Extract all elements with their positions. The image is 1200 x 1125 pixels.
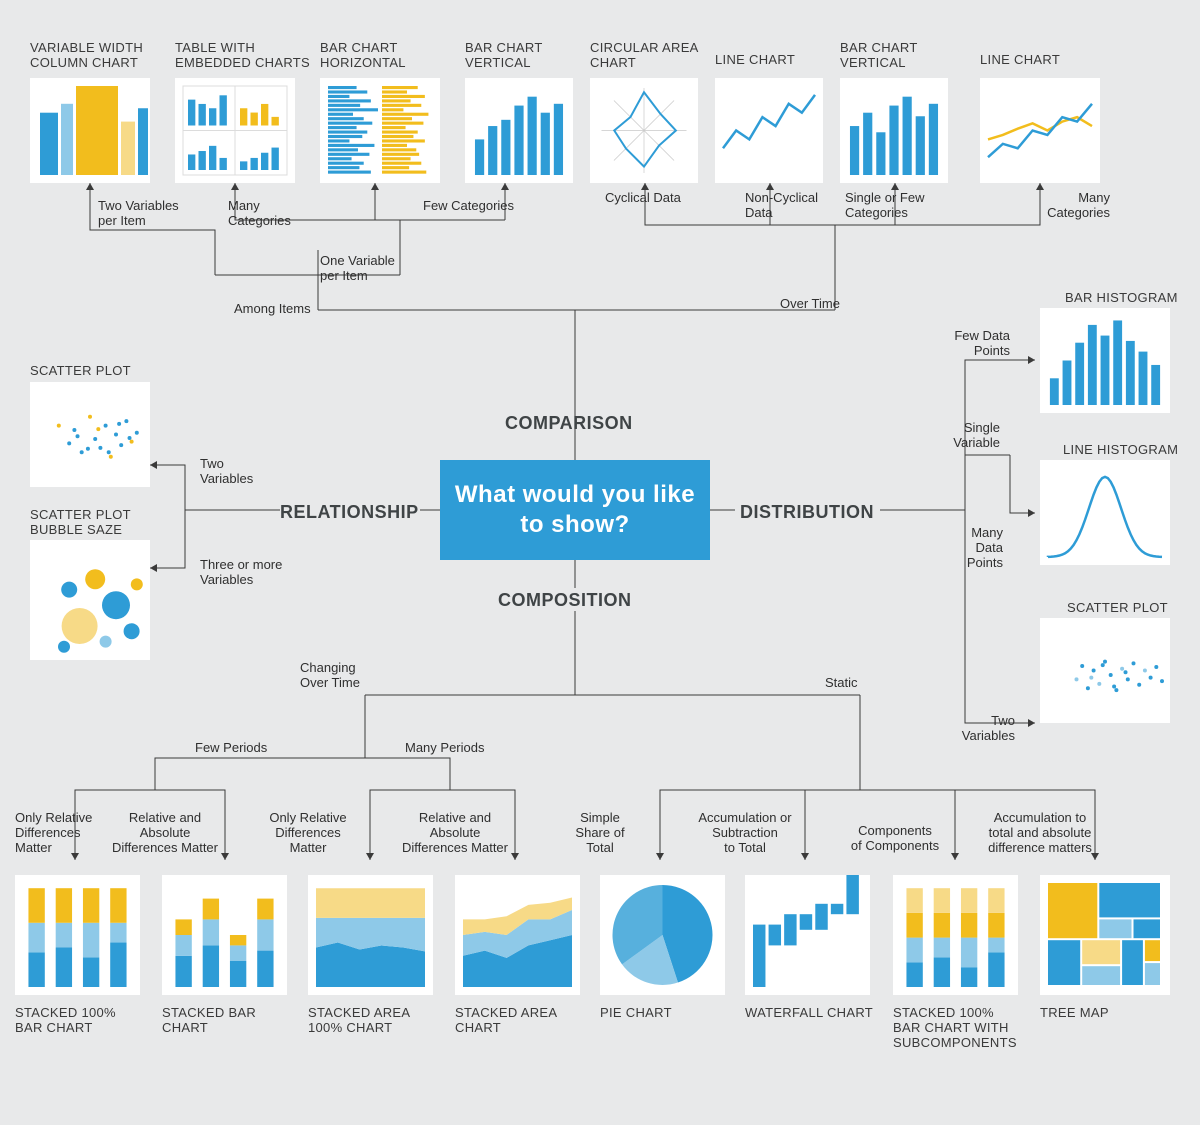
edge-label: Static (825, 675, 858, 690)
category-distribution: DISTRIBUTION (740, 502, 874, 523)
thumb-title-table_embedded: TABLE WITH EMBEDDED CHARTS (175, 40, 310, 70)
thumb-title-scatter_a: SCATTER PLOT (30, 363, 131, 378)
thumb-title-scatter_bubble: SCATTER PLOT BUBBLE SAZE (30, 507, 131, 537)
thumb-title-pie: PIE CHART (600, 1005, 672, 1020)
thumb-title-stacked_area100: STACKED AREA 100% CHART (308, 1005, 410, 1035)
edge-label: One Variable per Item (320, 253, 395, 283)
thumb-title-stacked100_sub: STACKED 100% BAR CHART WITH SUBCOMPONENT… (893, 1005, 1017, 1050)
edge-label: Cyclical Data (605, 190, 681, 205)
edge-label: Two Variables per Item (98, 198, 179, 228)
edge-label: Only Relative Differences Matter (269, 810, 346, 855)
category-relationship: RELATIONSHIP (280, 502, 419, 523)
thumb-stacked100_bar (15, 875, 140, 995)
thumb-title-line_a: LINE CHART (715, 52, 795, 67)
thumb-stacked_bar (162, 875, 287, 995)
thumb-title-bar_vert_b: BAR CHART VERTICAL (840, 40, 918, 70)
thumb-title-stacked_bar: STACKED BAR CHART (162, 1005, 256, 1035)
thumb-circular_area (590, 78, 698, 183)
edge-label: Only Relative Differences Matter (15, 810, 92, 855)
thumb-scatter_bubble (30, 540, 150, 660)
category-comparison: COMPARISON (505, 413, 633, 434)
thumb-waterfall (745, 875, 870, 995)
thumb-bar_vert_b (840, 78, 948, 183)
thumb-pie (600, 875, 725, 995)
edge-label: Few Periods (195, 740, 267, 755)
thumb-title-var_width_col: VARIABLE WIDTH COLUMN CHART (30, 40, 143, 70)
thumb-title-bar_vert_a: BAR CHART VERTICAL (465, 40, 543, 70)
edge-label: Three or more Variables (200, 557, 282, 587)
edge-label: Few Data Points (954, 328, 1010, 358)
edge-label: Relative and Absolute Differences Matter (112, 810, 218, 855)
thumb-bar_histogram (1040, 308, 1170, 413)
thumb-scatter_b (1040, 618, 1170, 723)
edge-label: Two Variables (962, 713, 1015, 743)
edge-label: Two Variables (200, 456, 253, 486)
edge-label: Many Periods (405, 740, 484, 755)
chart-selector-infographic: What would you like to show? COMPARISON RE… (0, 0, 1200, 1125)
thumb-line_a (715, 78, 823, 183)
edge-label: Single or Few Categories (845, 190, 924, 220)
thumb-title-bar_horiz: BAR CHART HORIZONTAL (320, 40, 406, 70)
edge-label: Among Items (234, 301, 311, 316)
thumb-title-treemap: TREE MAP (1040, 1005, 1109, 1020)
thumb-table_embedded (175, 78, 295, 183)
thumb-title-circular_area: CIRCULAR AREA CHART (590, 40, 699, 70)
edge-label: Single Variable (953, 420, 1000, 450)
thumb-title-waterfall: WATERFALL CHART (745, 1005, 873, 1020)
edge-label: Few Categories (423, 198, 514, 213)
category-composition: COMPOSITION (498, 590, 632, 611)
edge-label: Over Time (780, 296, 840, 311)
edge-label: Changing Over Time (300, 660, 360, 690)
edge-label: Simple Share of Total (575, 810, 624, 855)
edge-label: Accumulation or Subtraction to Total (698, 810, 791, 855)
thumb-title-scatter_b: SCATTER PLOT (1067, 600, 1168, 615)
thumb-var_width_col (30, 78, 150, 183)
thumb-title-line_b: LINE CHART (980, 52, 1060, 67)
thumb-bar_horiz (320, 78, 440, 183)
edge-label: Components of Components (851, 823, 939, 853)
thumb-stacked100_sub (893, 875, 1018, 995)
thumb-scatter_a (30, 382, 150, 487)
edge-label: Many Categories (1047, 190, 1110, 220)
edge-label: Many Data Points (967, 525, 1003, 570)
thumb-treemap (1040, 875, 1170, 995)
thumb-title-stacked100_bar: STACKED 100% BAR CHART (15, 1005, 116, 1035)
thumb-stacked_area (455, 875, 580, 995)
thumb-title-bar_histogram: BAR HISTOGRAM (1065, 290, 1178, 305)
edge-label: Accumulation to total and absolute diffe… (988, 810, 1092, 855)
center-question: What would you like to show? (440, 460, 710, 560)
thumb-title-stacked_area: STACKED AREA CHART (455, 1005, 557, 1035)
thumb-line_histogram (1040, 460, 1170, 565)
edge-label: Non-Cyclical Data (745, 190, 818, 220)
thumb-line_b (980, 78, 1100, 183)
thumb-bar_vert_a (465, 78, 573, 183)
thumb-title-line_histogram: LINE HISTOGRAM (1063, 442, 1178, 457)
edge-label: Many Categories (228, 198, 291, 228)
thumb-stacked_area100 (308, 875, 433, 995)
edge-label: Relative and Absolute Differences Matter (402, 810, 508, 855)
